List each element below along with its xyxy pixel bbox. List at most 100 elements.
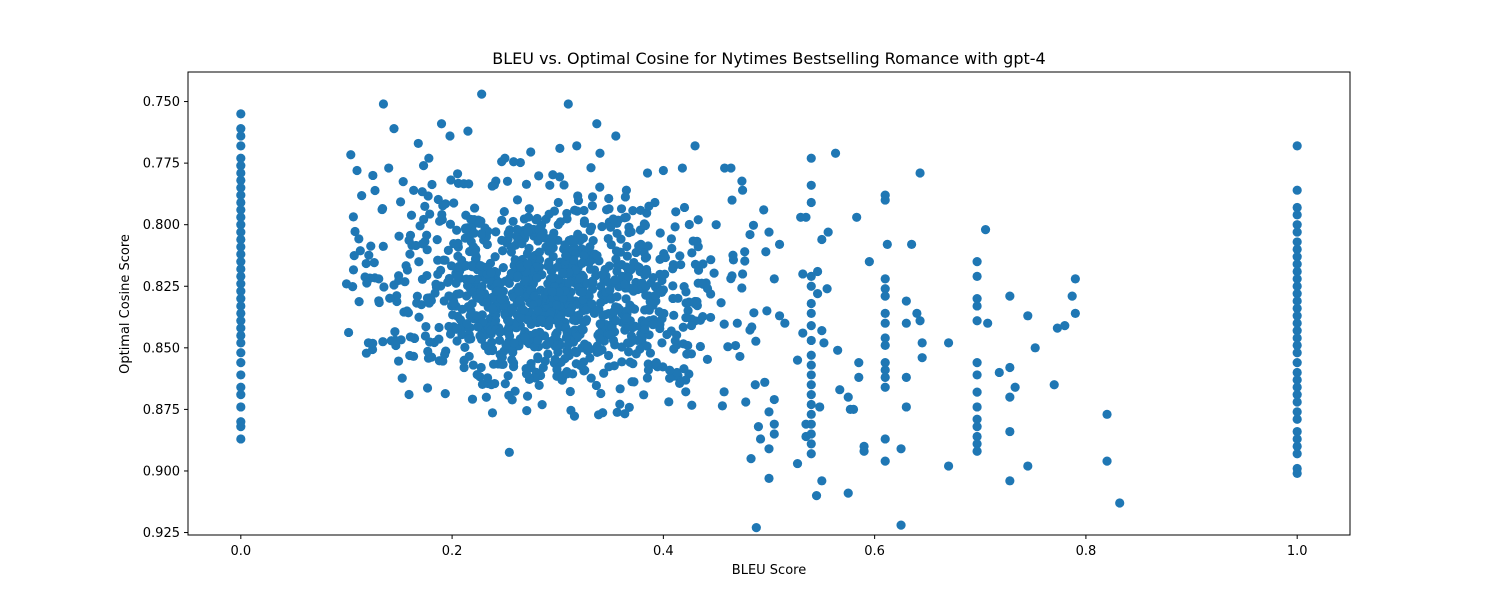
data-point: [657, 275, 667, 286]
data-point: [444, 321, 454, 332]
data-point: [578, 325, 588, 335]
data-point: [764, 473, 774, 483]
data-point: [491, 227, 501, 237]
data-point: [472, 370, 482, 380]
data-point: [609, 306, 619, 316]
data-point: [492, 286, 502, 296]
data-point: [621, 294, 631, 304]
data-point: [1292, 325, 1302, 336]
data-point: [727, 271, 737, 281]
data-point: [515, 313, 526, 323]
data-point: [357, 191, 367, 201]
data-point: [698, 259, 708, 269]
data-point: [236, 390, 246, 400]
data-point: [512, 224, 522, 235]
data-point: [605, 285, 615, 295]
data-point: [377, 204, 387, 215]
data-point: [817, 476, 827, 486]
data-point: [1005, 362, 1015, 373]
data-point: [673, 293, 683, 303]
data-point: [1010, 382, 1020, 392]
y-tick-label: 0.900: [143, 464, 180, 479]
data-point: [681, 287, 691, 297]
data-point: [595, 182, 605, 192]
data-point: [692, 296, 702, 307]
data-point: [620, 213, 630, 223]
data-point: [629, 377, 639, 387]
data-point: [750, 380, 760, 390]
data-point: [843, 392, 853, 402]
data-point: [519, 305, 529, 315]
data-point: [572, 331, 582, 342]
data-point: [634, 241, 644, 251]
data-point: [621, 313, 631, 323]
data-point: [563, 99, 573, 109]
data-point: [546, 237, 556, 247]
data-point: [496, 294, 506, 304]
data-point: [422, 230, 432, 240]
data-point: [597, 221, 607, 232]
y-axis: 0.750 0.775 0.800 0.825 0.850 0.875 0.900 0.925: [143, 95, 188, 541]
data-point: [577, 258, 587, 268]
data-point: [564, 278, 574, 288]
data-point: [532, 273, 542, 283]
data-point: [642, 168, 653, 178]
data-point: [504, 278, 514, 289]
data-point: [474, 293, 484, 304]
data-point: [582, 341, 593, 351]
data-point: [1292, 390, 1302, 400]
data-point: [350, 226, 360, 237]
data-point: [792, 355, 803, 365]
data-point: [409, 185, 419, 195]
data-point: [470, 203, 480, 213]
data-point: [431, 279, 441, 289]
data-point: [477, 281, 487, 292]
data-point: [792, 458, 803, 469]
data-point: [1030, 343, 1040, 353]
data-point: [882, 239, 892, 249]
data-point: [726, 163, 736, 173]
data-point: [461, 261, 471, 271]
data-point: [374, 274, 384, 284]
data-point: [475, 331, 485, 341]
data-point: [972, 293, 982, 304]
data-point: [236, 382, 246, 392]
data-point: [1292, 397, 1302, 407]
data-point: [604, 204, 614, 214]
data-point: [449, 198, 459, 208]
data-point: [798, 269, 808, 279]
data-point: [690, 141, 700, 151]
data-point: [591, 380, 601, 391]
data-point: [644, 303, 654, 314]
data-point: [599, 368, 609, 378]
data-point: [730, 340, 741, 351]
data-point: [1292, 141, 1302, 151]
data-point: [711, 220, 721, 230]
data-point: [622, 338, 633, 348]
x-tick-label: 1.0: [1287, 544, 1308, 559]
data-point: [640, 324, 650, 334]
data-point: [1102, 409, 1112, 419]
data-point: [236, 422, 246, 432]
data-point: [236, 338, 246, 348]
data-point: [880, 456, 890, 466]
data-point: [390, 335, 400, 345]
data-point: [635, 344, 645, 354]
data-point: [598, 408, 608, 418]
data-point: [747, 322, 757, 332]
data-point: [413, 138, 423, 149]
data-point: [526, 147, 536, 157]
data-point: [571, 348, 582, 358]
data-point: [1292, 289, 1302, 299]
data-point: [595, 148, 605, 158]
data-point: [596, 298, 606, 308]
data-point: [698, 312, 708, 322]
data-point: [716, 298, 726, 308]
data-point: [554, 287, 564, 297]
data-point: [681, 387, 691, 397]
data-point: [681, 313, 691, 323]
data-point: [943, 338, 954, 348]
data-point: [487, 344, 498, 354]
data-point: [379, 282, 389, 292]
data-point: [732, 318, 742, 328]
